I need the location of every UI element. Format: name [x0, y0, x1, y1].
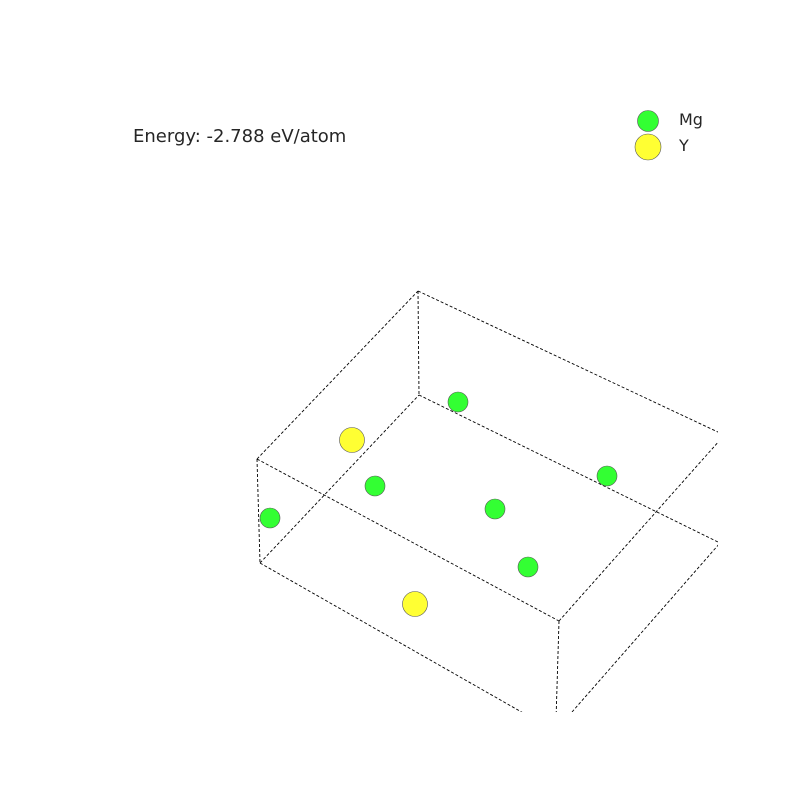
legend: Mg Y [634, 110, 703, 161]
cell-edge [259, 394, 420, 564]
cell-edge [417, 290, 718, 433]
cell-edge [555, 620, 560, 712]
energy-label: Energy: -2.788 eV/atom [133, 126, 346, 147]
cell-edge [256, 458, 261, 564]
unit-cell [256, 290, 718, 712]
cell-edge [558, 441, 718, 622]
legend-label-mg: Mg [679, 110, 703, 129]
atoms [259, 391, 618, 617]
cell-edge [256, 290, 419, 460]
atom-mg[interactable] [364, 475, 386, 497]
atom-mg[interactable] [447, 391, 469, 413]
cell-edge [259, 562, 523, 712]
atom-mg[interactable] [484, 498, 506, 520]
cell-edge [417, 290, 420, 396]
cell-edge [418, 394, 718, 543]
legend-marker-mg [637, 110, 659, 132]
legend-marker-y [634, 133, 662, 161]
atom-mg[interactable] [517, 556, 539, 578]
cell-edge [571, 544, 718, 712]
cell-edge [256, 458, 560, 622]
atom-mg[interactable] [596, 465, 618, 487]
atom-y[interactable] [402, 591, 428, 617]
atom-y[interactable] [339, 427, 365, 453]
atom-mg[interactable] [259, 507, 281, 529]
legend-label-y: Y [678, 136, 689, 155]
